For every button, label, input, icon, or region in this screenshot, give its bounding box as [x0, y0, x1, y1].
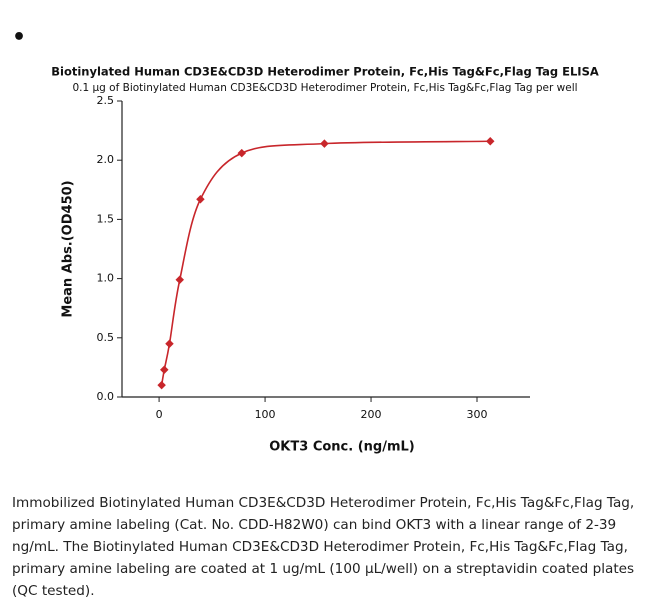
chart-subtitle: 0.1 µg of Biotinylated Human CD3E&CD3D H… — [72, 82, 577, 94]
x-tick-label: 100 — [255, 408, 276, 421]
y-tick-label: 1.0 — [97, 272, 115, 285]
fit-curve — [160, 140, 491, 386]
x-axis-label: OKT3 Conc. (ng/mL) — [269, 440, 414, 455]
bullet: • — [12, 25, 26, 50]
y-tick-label: 2.5 — [97, 94, 115, 107]
point — [165, 339, 174, 348]
point — [237, 148, 246, 158]
caption-line: (QC tested). — [12, 583, 95, 599]
chart-title: Biotinylated Human CD3E&CD3D Heterodimer… — [51, 65, 599, 79]
caption-line: primary amine labeling are coated at 1 u… — [12, 561, 635, 577]
point — [160, 365, 169, 375]
y-tick-label: 0.0 — [97, 390, 115, 403]
point — [320, 139, 329, 148]
y-tick-label: 0.5 — [97, 331, 115, 344]
x-tick-label: 200 — [361, 408, 382, 421]
y-tick-label: 1.5 — [97, 212, 115, 225]
x-tick-label: 0 — [156, 408, 163, 421]
chart: • Biotinylated Human CD3E&CD3D Heterodim… — [12, 25, 599, 455]
y-axis-label: Mean Abs.(OD450) — [61, 180, 76, 317]
point — [486, 137, 495, 146]
point — [175, 275, 184, 285]
caption-line: primary amine labeling (Cat. No. CDD-H82… — [12, 517, 617, 533]
x-tick-label: 300 — [467, 408, 488, 421]
caption-line: Immobilized Biotinylated Human CD3E&CD3D… — [12, 495, 635, 511]
point — [157, 380, 166, 390]
point — [196, 195, 205, 204]
caption-line: ng/mL. The Biotinylated Human CD3E&CD3D … — [12, 539, 628, 555]
y-tick-label: 2.0 — [97, 153, 115, 166]
